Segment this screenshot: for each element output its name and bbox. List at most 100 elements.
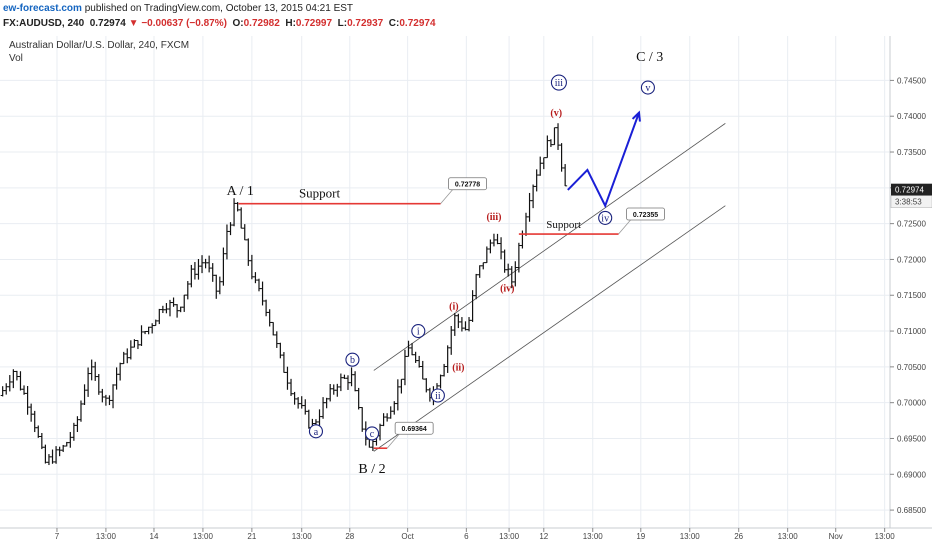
wave-circle — [550, 74, 567, 91]
close-label: C: — [388, 18, 400, 29]
support-label: Support — [546, 219, 581, 231]
down-arrow-icon: ▼ — [128, 18, 139, 29]
close-value: 0.72974 — [399, 18, 436, 29]
price-tick-label: 0.70500 — [897, 363, 926, 372]
change: −0.00637 (−0.87%) — [141, 18, 227, 29]
time-tick-label: Nov — [829, 532, 843, 541]
wave-circle — [308, 424, 324, 439]
time-tick-label: 19 — [636, 532, 645, 541]
price-tick-label: 0.74500 — [897, 76, 926, 85]
trend-channel[interactable] — [373, 123, 726, 452]
wave-label-major: A / 1 — [227, 184, 254, 199]
high-label: H: — [285, 18, 296, 29]
wave-label-minor: ii — [435, 391, 441, 402]
time-tick-label: 13:00 — [778, 532, 799, 541]
price-axis[interactable] — [890, 36, 932, 528]
high-value: 0.72997 — [295, 18, 333, 29]
wave-circle — [430, 388, 445, 403]
open-value: 0.72982 — [243, 18, 280, 29]
open-label: O: — [232, 18, 244, 29]
last-price-tag — [891, 183, 932, 196]
wave-label-sub: (ii) — [452, 362, 464, 373]
price-callout[interactable] — [394, 421, 434, 435]
countdown-tag — [890, 195, 932, 208]
wave-label-minor: iv — [601, 213, 609, 224]
projection-line[interactable] — [567, 112, 640, 209]
wave-label-sub: (v) — [550, 108, 562, 119]
price-tick-label: 0.71000 — [897, 327, 926, 336]
projection-path[interactable] — [567, 110, 641, 209]
wave-labels: A / 1B / 2C / 3abciiiiiiivv(i)(ii)(iii)(… — [227, 50, 664, 477]
wave-circle — [640, 80, 655, 95]
price-tick-label: 0.69000 — [897, 470, 926, 479]
time-tick-label: 21 — [247, 532, 256, 541]
tag-connector — [386, 433, 400, 449]
tag-connector — [618, 219, 631, 235]
chart-header: ew-forecast.com published on TradingView… — [0, 0, 932, 36]
time-ticks: 7 13:00 14 13:00 21 13:00 28 Oct 6 13:00 12 13:00 19… — [55, 528, 895, 541]
time-tick-label: 13:00 — [193, 532, 214, 541]
wave-label-sub: (iv) — [500, 284, 514, 295]
last-price: 0.72974 — [89, 18, 126, 29]
price-tick-label: 0.69500 — [897, 434, 926, 443]
time-tick-label: 14 — [150, 532, 159, 541]
published-text: published on TradingView.com, October 13… — [84, 3, 354, 14]
ohlc-bars — [0, 123, 568, 466]
wave-circle — [345, 352, 360, 367]
arrow-head-icon — [631, 110, 641, 122]
wave-label-major: C / 3 — [636, 50, 663, 65]
price-callout[interactable] — [626, 207, 665, 221]
publish-line: ew-forecast.com published on TradingView… — [3, 3, 353, 14]
ohlc-line: FX:AUDUSD, 240 0.72974 ▼ −0.00637 (−0.87… — [3, 18, 436, 29]
time-tick-label: 13:00 — [583, 532, 604, 541]
price-tick-label: 0.70000 — [897, 399, 926, 408]
wave-label-minor: iii — [555, 78, 564, 89]
wave-label-sub: (iii) — [486, 212, 501, 223]
price-tick-label: 0.71500 — [897, 291, 926, 300]
last-price-value: 0.72974 — [895, 186, 924, 195]
support-label: Support — [299, 186, 341, 201]
time-tick-label: 26 — [734, 532, 743, 541]
time-tick-label: 6 — [464, 532, 469, 541]
price-tick-label: 0.72000 — [897, 255, 926, 264]
time-tick-label: 13:00 — [875, 532, 896, 541]
price-callout[interactable] — [448, 177, 487, 191]
time-tick-label: 12 — [539, 532, 548, 541]
site-name[interactable]: ew-forecast.com — [3, 3, 82, 14]
channel-line[interactable] — [373, 123, 726, 371]
low-label: L: — [337, 18, 348, 29]
price-tick-label: 0.72500 — [897, 220, 926, 229]
wave-circle — [364, 426, 380, 441]
price-callout-text: 0.72778 — [455, 182, 480, 189]
wave-circle — [598, 210, 613, 225]
wave-label-minor: v — [645, 83, 650, 94]
wave-label-major: B / 2 — [358, 462, 385, 477]
price-tick-label: 0.74000 — [897, 112, 926, 121]
time-tick-label: 13:00 — [96, 532, 117, 541]
time-tick-label: 13:00 — [292, 532, 313, 541]
price-callout-text: 0.72355 — [633, 212, 658, 219]
price-tick-label: 0.73500 — [897, 148, 926, 157]
price-callout-text: 0.69364 — [401, 426, 426, 433]
wave-circle — [411, 324, 426, 339]
countdown-text: 3:38:53 — [895, 198, 922, 207]
time-tick-label: Oct — [401, 532, 414, 541]
volume-label: Vol — [9, 53, 23, 64]
wave-label-minor: a — [314, 427, 319, 438]
tag-connector — [440, 189, 453, 204]
low-value: 0.72937 — [347, 18, 384, 29]
symbol[interactable]: FX:AUDUSD, 240 — [3, 18, 85, 29]
wave-label-minor: i — [417, 327, 420, 338]
time-tick-label: 28 — [345, 532, 354, 541]
last-price-marker: 0.72974 3:38:53 — [890, 183, 932, 208]
time-tick-label: 7 — [55, 532, 60, 541]
channel-line[interactable] — [373, 205, 726, 452]
time-tick-label: 13:00 — [499, 532, 520, 541]
chart-title: Australian Dollar/U.S. Dollar, 240, FXCM — [9, 40, 189, 51]
wave-label-minor: b — [350, 355, 355, 366]
support-levels[interactable]: Support 0.72778 Support 0.72355 0.69364 — [238, 177, 665, 450]
grid — [0, 36, 890, 528]
time-tick-label: 13:00 — [680, 532, 701, 541]
price-tick-label: 0.68500 — [897, 506, 926, 515]
